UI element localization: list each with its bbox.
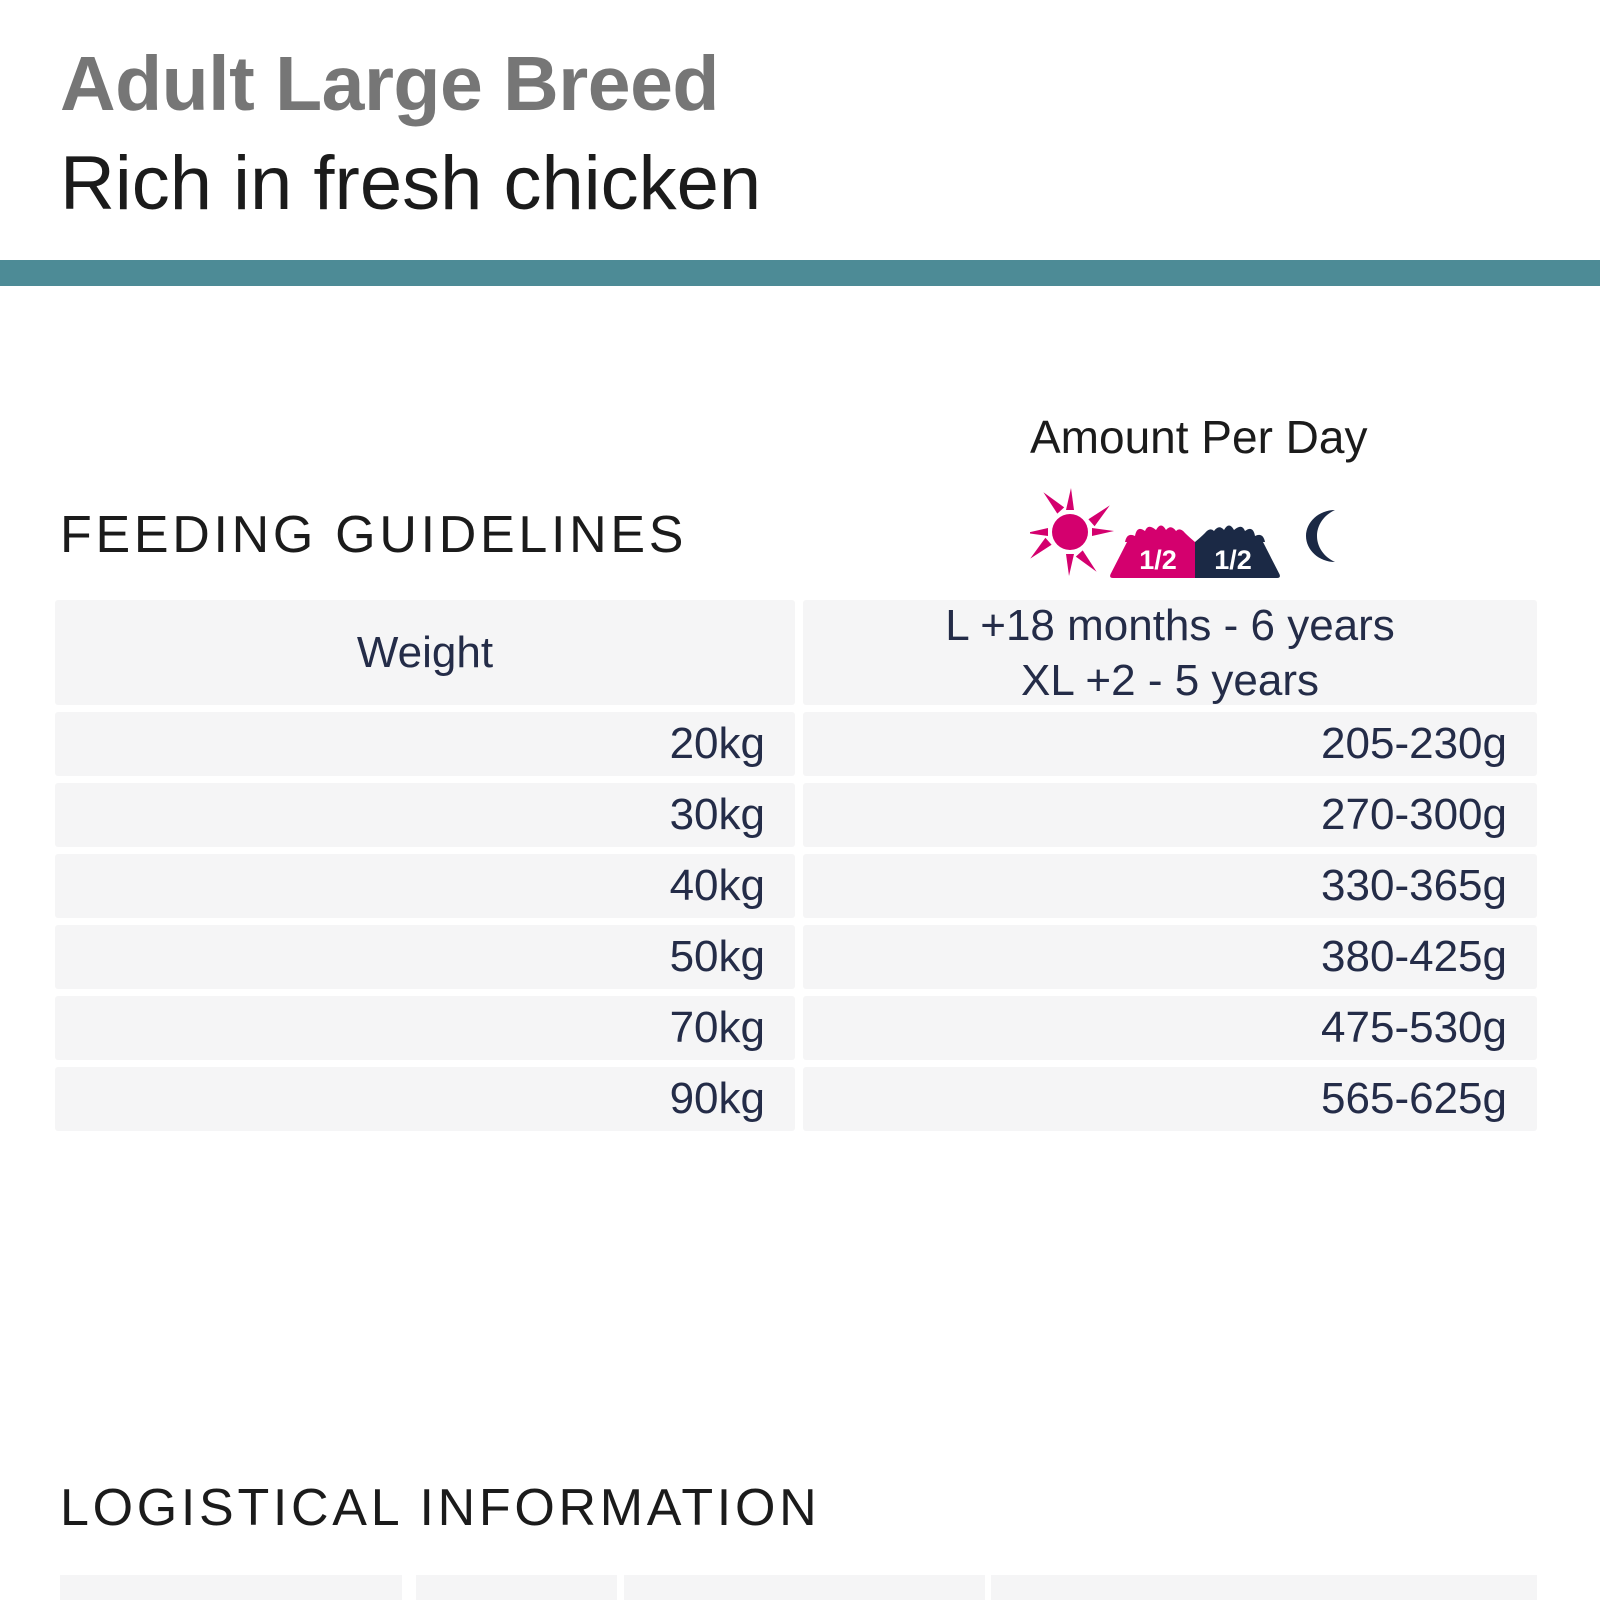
svg-text:1/2: 1/2	[1214, 545, 1252, 575]
svg-text:1/2: 1/2	[1139, 545, 1177, 575]
